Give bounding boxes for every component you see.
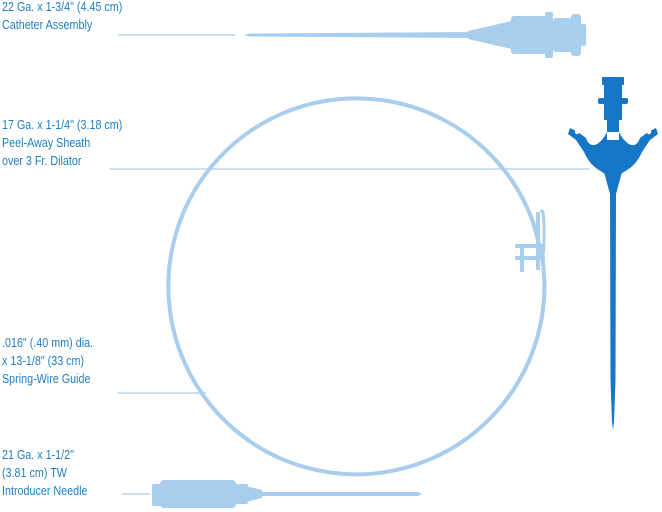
catheter-label-line-2: Catheter Assembly [2, 18, 93, 32]
sheath-label-line-2: Peel-Away Sheath [2, 136, 91, 150]
guidewire-clip-bar [520, 244, 524, 272]
right-wing-hole [646, 129, 652, 135]
catheter-label: 22 Ga. x 1-3/4" (4.45 cm) Catheter Assem… [2, 0, 122, 34]
catheter-cap-tab [578, 24, 586, 46]
catheter-cap [553, 18, 573, 52]
guidewire-advancer-tip [536, 212, 540, 270]
catheter-tube [244, 32, 476, 38]
needle-shaft [260, 492, 422, 496]
dilator-hub-top [602, 77, 624, 85]
peel-away-sheath [568, 77, 658, 430]
needle-hub-cap [152, 484, 162, 506]
guidewire-label-line-2: x 13-1/8" (33 cm) [2, 354, 85, 368]
sheath-label-line-1: 17 Ga. x 1-1/4" (3.18 cm) [2, 118, 123, 132]
guidewire-label-line-3: Spring-Wire Guide [2, 372, 91, 386]
guidewire-label-line-1: .016" (.40 mm) dia. [2, 336, 94, 350]
guidewire-clip-1 [515, 244, 545, 248]
catheter-hub-collar [545, 12, 553, 58]
sheath-label-line-3: over 3 Fr. Dilator [2, 154, 82, 168]
needle-label-line-2: (3.81 cm) TW [2, 466, 67, 480]
guidewire-label: .016" (.40 mm) dia. x 13-1/8" (33 cm) Sp… [2, 334, 93, 388]
guidewire-loop [166, 96, 547, 477]
dilator-hub-neck [607, 118, 619, 132]
catheter-assembly [244, 12, 586, 58]
needle-label: 21 Ga. x 1-1/2" (3.81 cm) TW Introducer … [2, 446, 87, 500]
sheath-label: 17 Ga. x 1-1/4" (3.18 cm) Peel-Away Shea… [2, 116, 122, 170]
introducer-needle [152, 480, 422, 508]
sheath-left-wing [568, 128, 607, 176]
catheter-hub-taper [468, 21, 512, 49]
catheter-label-line-1: 22 Ga. x 1-3/4" (4.45 cm) [2, 0, 123, 14]
needle-label-line-1: 21 Ga. x 1-1/2" [2, 448, 74, 462]
needle-hub-body [160, 480, 236, 508]
guidewire-clip-2 [515, 256, 545, 260]
needle-hub-taper [246, 486, 262, 502]
left-wing-hole [574, 129, 580, 135]
sheath-tube [610, 194, 616, 380]
dilator-tip [610, 380, 616, 430]
needle-label-line-3: Introducer Needle [2, 484, 88, 498]
needle-hub-grip [234, 484, 248, 504]
dilator-hub-flange [598, 98, 628, 104]
sheath-right-wing [619, 128, 658, 176]
sheath-hub-body [602, 140, 624, 194]
catheter-hub-body [511, 16, 547, 54]
catheter-cap-end [571, 14, 581, 56]
spring-wire-guide [166, 96, 547, 477]
